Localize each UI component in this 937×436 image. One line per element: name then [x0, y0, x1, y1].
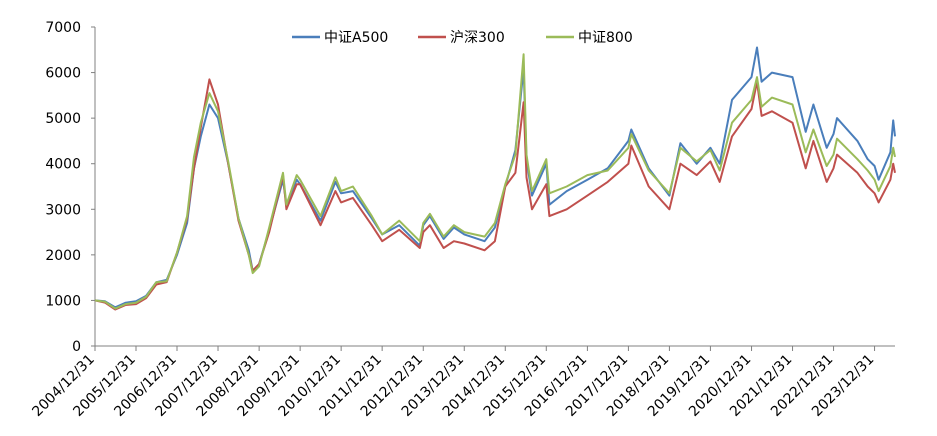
- series-line-0: [94, 46, 896, 309]
- legend-label: 沪深300: [450, 30, 505, 46]
- x-axis: 2004/12/312005/12/312006/12/312007/12/31…: [29, 345, 895, 420]
- y-tick-label: 5000: [45, 111, 81, 127]
- legend-label: 中证800: [578, 30, 633, 46]
- y-axis: 0 1000 2000 3000 4000 5000 6000 7000: [45, 20, 96, 355]
- chart-legend: 中证A500 沪深300 中证800: [292, 30, 633, 46]
- y-tick-label: 0: [72, 339, 81, 355]
- legend-label: 中证A500: [324, 30, 388, 46]
- series-line-2: [94, 53, 896, 310]
- plot-area: [94, 46, 896, 311]
- y-tick-label: 3000: [45, 202, 81, 218]
- series-line-1: [94, 78, 896, 311]
- y-tick-label: 4000: [45, 157, 81, 173]
- y-tick-label: 7000: [45, 20, 81, 36]
- y-tick-label: 6000: [45, 66, 81, 82]
- y-tick-label: 2000: [45, 248, 81, 264]
- y-tick-label: 1000: [45, 293, 81, 309]
